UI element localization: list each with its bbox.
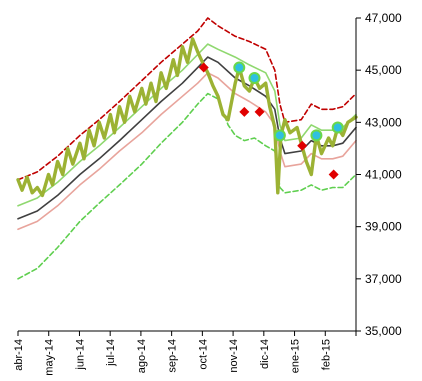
series-line-5 [16, 37, 358, 198]
x-tick-label-10: feb-15 [320, 339, 332, 370]
x-tick-label-3: jul-14 [105, 339, 117, 367]
diamond-marker-2 [254, 106, 265, 117]
marker-layer [198, 61, 344, 180]
circle-marker-0 [233, 61, 246, 74]
diamond-marker-3 [297, 140, 308, 151]
axis-layer: 35,000 37,000 39,000 41,000 43,000 45,000 47,0… [13, 11, 402, 376]
y-tick-label-4: 43,000 [365, 115, 402, 129]
series-line-4 [17, 92, 357, 280]
diamond-marker-1 [239, 106, 250, 117]
series-layer [16, 17, 358, 280]
circle-marker-4 [331, 121, 344, 134]
y-tick-label-3: 41,000 [365, 168, 402, 182]
series-line-0 [17, 17, 357, 181]
diamond-marker-4 [328, 169, 339, 180]
x-tick-label-9: ene-15 [290, 339, 302, 373]
y-tick-label-1: 37,000 [365, 272, 402, 286]
circle-marker-2 [273, 129, 286, 142]
x-tick-label-8: dic-14 [259, 339, 271, 369]
diamond-marker-0 [198, 62, 209, 73]
x-tick-label-2: jun-14 [74, 339, 86, 371]
x-tick-label-4: ago-14 [136, 339, 148, 373]
x-tick-label-1: may-14 [44, 339, 56, 376]
x-tick-label-7: nov-14 [228, 339, 240, 373]
circle-marker-1 [248, 71, 261, 84]
x-tick-label-6: oct-14 [197, 339, 209, 370]
series-line-1 [17, 43, 357, 207]
y-tick-label-5: 45,000 [365, 63, 402, 77]
x-tick-label-0: abr-14 [13, 339, 25, 371]
y-tick-label-6: 47,000 [365, 11, 402, 25]
circle-marker-3 [310, 129, 323, 142]
series-line-2 [17, 56, 357, 220]
y-tick-label-2: 39,000 [365, 220, 402, 234]
x-tick-label-5: sep-14 [167, 339, 179, 373]
y-tick-label-0: 35,000 [365, 324, 402, 338]
